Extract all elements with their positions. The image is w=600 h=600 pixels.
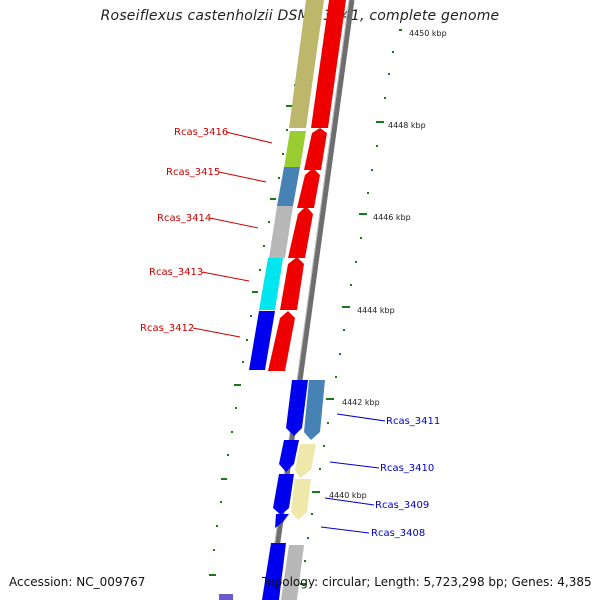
gene-block-rcas-3416 — [284, 131, 306, 168]
gene-block-rcas-3413 — [259, 258, 283, 310]
cds-arrow — [279, 440, 299, 472]
reverse-gene-labels[interactable]: Rcas_3416 Rcas_3415 Rcas_3414 Rcas_3413 … — [140, 127, 273, 338]
cds-arrow — [311, 0, 346, 128]
genome-title: Roseiflexus castenholzii DSM 13941, comp… — [100, 8, 500, 24]
gene-leader-line — [320, 526, 370, 534]
kbp-label: 4444 kbp — [357, 306, 395, 315]
cds-arrow — [262, 543, 286, 600]
gene-leader-line — [209, 217, 259, 229]
cds-arrow — [280, 257, 304, 310]
kbp-tick-track — [300, 29, 402, 585]
gene-block-rcas-3414 — [269, 206, 293, 258]
gene-block-rcas-3411 — [304, 380, 325, 440]
gene-label-rcas-3408[interactable]: Rcas_3408 — [371, 528, 425, 539]
gene-leader-line — [192, 327, 241, 338]
kbp-label: 4440 kbp — [329, 491, 367, 500]
gene-label-rcas-3416[interactable]: Rcas_3416 — [174, 127, 228, 138]
gene-block-rcas-3415 — [277, 167, 300, 206]
gene-block-partial — [219, 594, 233, 600]
gene-label-rcas-3414[interactable]: Rcas_3414 — [157, 213, 211, 224]
cds-arrow — [297, 168, 320, 208]
kbp-label: 4446 kbp — [373, 213, 411, 222]
gene-label-rcas-3415[interactable]: Rcas_3415 — [166, 167, 220, 178]
gene-leader-line — [336, 413, 386, 422]
gene-leader-line — [218, 171, 267, 183]
gene-block-rcas-3412 — [249, 311, 275, 370]
kbp-label: 4450 kbp — [409, 29, 447, 38]
gene-block-rcas-3408 — [281, 545, 304, 600]
cds-arrow — [275, 514, 289, 528]
topology-text: Topology: circular; Length: 5,723,298 bp… — [262, 575, 592, 589]
gene-block — [289, 0, 324, 128]
gene-label-rcas-3411[interactable]: Rcas_3411 — [386, 416, 440, 427]
gene-label-rcas-3409[interactable]: Rcas_3409 — [375, 500, 429, 511]
kbp-label: 4442 kbp — [342, 398, 380, 407]
gene-leader-line — [201, 271, 250, 282]
gene-leader-line — [329, 461, 380, 469]
cds-arrow — [286, 380, 308, 436]
reverse-gene-slot — [249, 0, 324, 370]
cds-arrow — [268, 311, 295, 371]
cds-arrow — [304, 128, 327, 170]
reverse-cds-slot — [268, 0, 346, 371]
gene-label-rcas-3413[interactable]: Rcas_3413 — [149, 267, 203, 278]
accession-text: Accession: NC_009767 — [9, 575, 146, 589]
gene-label-rcas-3410[interactable]: Rcas_3410 — [380, 463, 434, 474]
forward-gene-slot — [281, 380, 325, 600]
kbp-label: 4448 kbp — [388, 121, 426, 130]
gene-leader-line — [225, 131, 273, 144]
gene-block-rcas-3409 — [291, 479, 311, 520]
cds-arrow — [273, 474, 294, 515]
inner-tick-track — [209, 61, 302, 576]
gene-block-rcas-3410 — [295, 444, 316, 478]
forward-gene-labels[interactable]: Rcas_3411 Rcas_3410 Rcas_3409 Rcas_3408 — [320, 413, 440, 539]
gene-leader-line — [324, 497, 375, 506]
gene-label-rcas-3412[interactable]: Rcas_3412 — [140, 323, 194, 334]
cds-arrow — [288, 206, 313, 258]
kbp-labels: 4450 kbp 4448 kbp 4446 kbp 4444 kbp 4442… — [329, 29, 447, 500]
forward-cds-slot — [262, 380, 308, 600]
